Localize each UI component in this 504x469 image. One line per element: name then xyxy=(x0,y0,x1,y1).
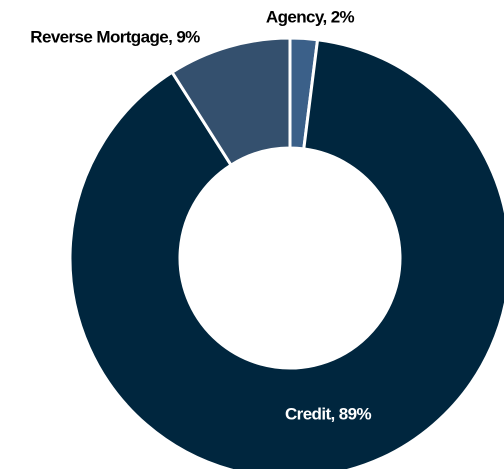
donut-slice xyxy=(68,38,504,469)
slice-label: Agency, 2% xyxy=(266,7,355,26)
donut-slice xyxy=(170,36,292,168)
slice-label: Credit, 89% xyxy=(285,404,371,423)
slice-label: Reverse Mortgage, 9% xyxy=(30,27,200,46)
